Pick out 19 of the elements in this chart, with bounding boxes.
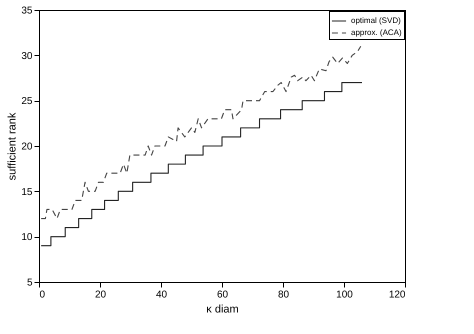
y-tick-label: 20 xyxy=(21,142,33,152)
x-tick-label: 60 xyxy=(216,290,228,300)
x-tick-label: 40 xyxy=(156,290,168,300)
x-tick-label: 100 xyxy=(336,290,354,300)
y-tick-label: 5 xyxy=(26,278,33,288)
y-tick-label: 15 xyxy=(21,186,33,198)
x-tick-label: 20 xyxy=(94,290,106,300)
y-tick-label: 30 xyxy=(21,50,33,62)
y-axis-title: sufficient rank xyxy=(6,112,18,180)
legend-label: optimal (SVD) xyxy=(351,16,402,25)
x-tick-label: 120 xyxy=(388,290,406,300)
y-tick-label: 35 xyxy=(21,6,33,16)
x-tick-label: 80 xyxy=(278,290,290,300)
line-series xyxy=(40,46,362,220)
y-tick-label: 10 xyxy=(21,232,33,244)
x-axis-title: κ diam xyxy=(206,304,239,316)
x-tick-label: 0 xyxy=(40,290,46,300)
legend-label: approx. (ACA) xyxy=(351,28,402,37)
y-tick-label: 25 xyxy=(21,96,33,108)
